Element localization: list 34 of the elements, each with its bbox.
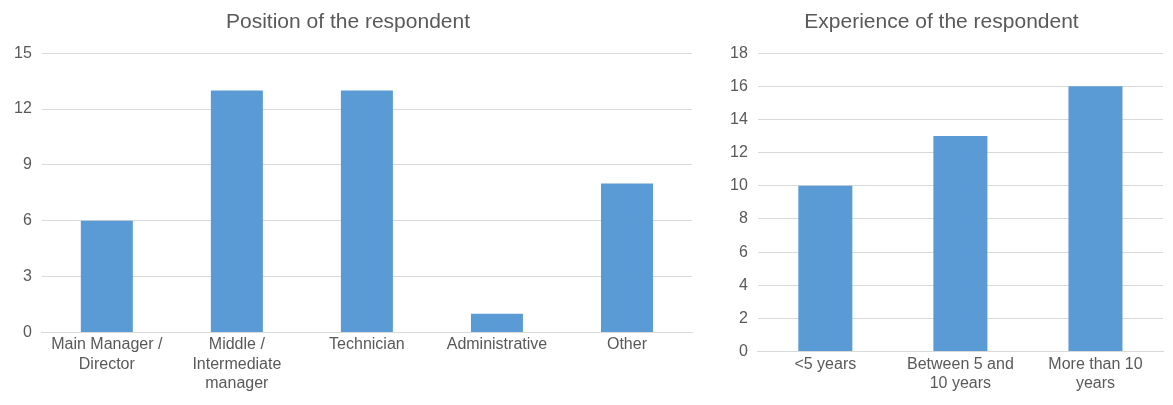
chart-title: Position of the respondent	[225, 9, 471, 33]
y-tick-label: 15	[14, 43, 32, 61]
y-tick-label: 6	[22, 211, 32, 229]
bar	[798, 185, 853, 352]
y-tick-label: 8	[738, 209, 748, 227]
y-tick-label: 16	[730, 76, 748, 94]
bar	[210, 90, 263, 332]
y-tick-label: 6	[738, 242, 748, 260]
x-tick-label: More than 10 years	[1048, 354, 1143, 391]
x-tick-label: Main Manager / Director	[51, 335, 163, 372]
chart-title: Experience of the respondent	[804, 9, 1079, 33]
y-tick-label: 12	[14, 99, 32, 117]
bar	[340, 90, 393, 332]
x-tick-label: Middle / Intermediate manager	[192, 335, 282, 391]
y-tick-label: 0	[22, 322, 32, 340]
y-tick-label: 18	[730, 43, 748, 61]
x-tick-label: Other	[606, 335, 648, 353]
y-tick-label: 0	[738, 342, 748, 360]
bar	[933, 136, 988, 352]
bar	[80, 220, 133, 332]
x-tick-label: Administrative	[446, 335, 548, 353]
y-tick-label: 10	[730, 176, 748, 194]
y-tick-label: 3	[22, 266, 32, 284]
bar	[1068, 86, 1123, 352]
x-tick-label: Technician	[329, 335, 405, 353]
y-tick-label: 14	[730, 109, 748, 127]
y-tick-label: 4	[738, 275, 748, 293]
bar	[470, 313, 523, 332]
x-tick-label: <5 years	[794, 354, 857, 372]
y-tick-label: 9	[22, 155, 32, 173]
bar	[600, 183, 653, 332]
x-tick-label: Between 5 and 10 years	[907, 354, 1014, 391]
y-tick-label: 12	[730, 143, 748, 161]
y-tick-label: 2	[738, 308, 748, 326]
